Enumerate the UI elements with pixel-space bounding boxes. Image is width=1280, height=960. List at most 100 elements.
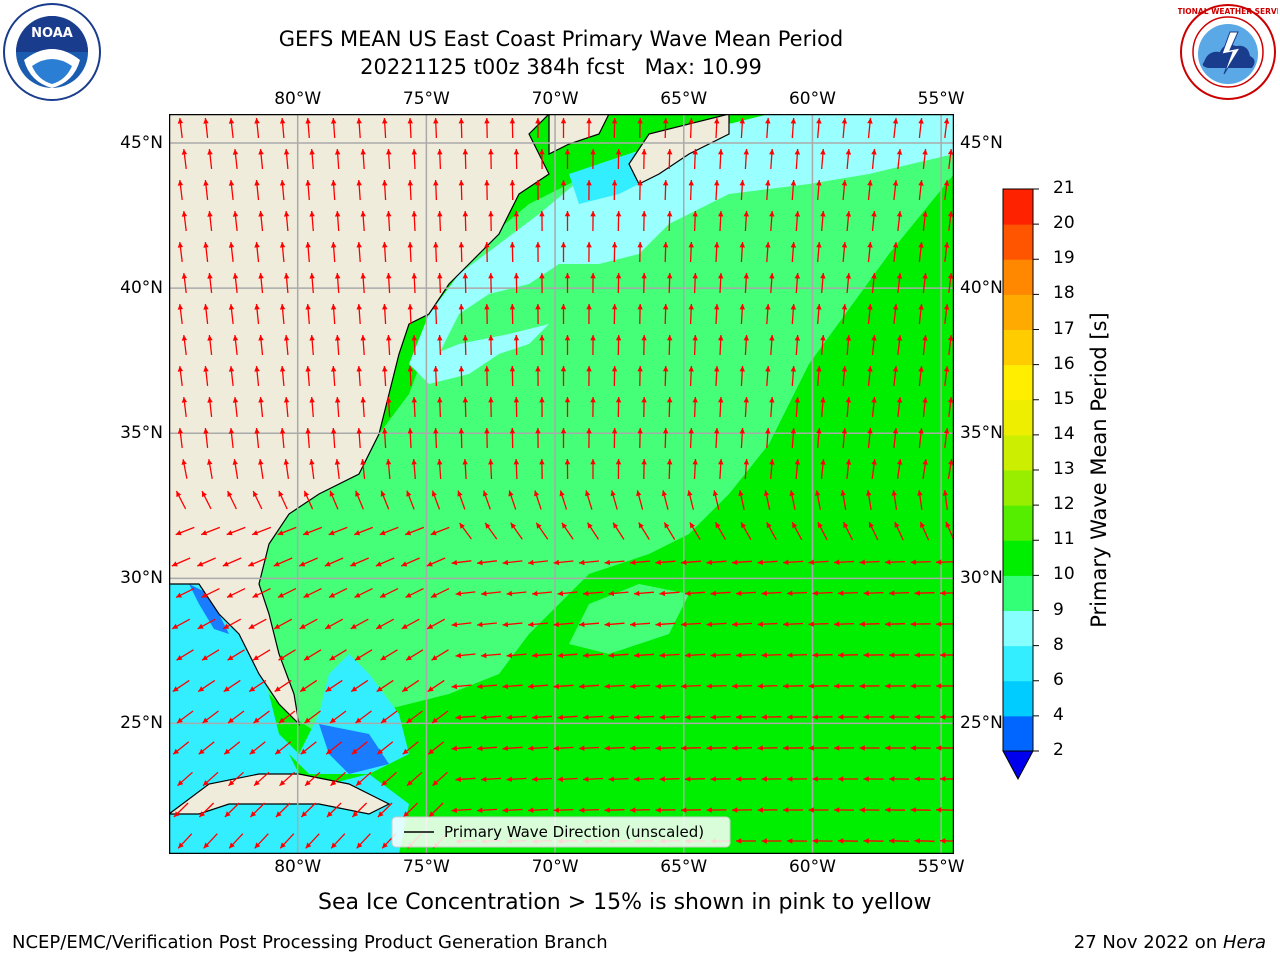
- wave-arrow: [892, 118, 899, 138]
- wave-arrow: [427, 741, 445, 755]
- wave-arrow: [407, 365, 413, 387]
- wave-arrow: [181, 211, 188, 231]
- wave-arrow: [564, 335, 571, 355]
- wave-arrow: [273, 618, 293, 630]
- wave-arrow: [731, 683, 753, 689]
- wave-arrow: [539, 210, 545, 232]
- wave-arrow: [738, 490, 745, 510]
- wave-arrow: [666, 458, 673, 480]
- wave-arrow: [714, 365, 720, 387]
- field-2-4-gulf: [189, 584, 229, 634]
- wave-arrow: [564, 273, 571, 293]
- wave-arrow: [939, 776, 954, 782]
- wave-arrow: [481, 590, 501, 597]
- wave-arrow: [917, 490, 923, 510]
- wave-arrow: [201, 490, 212, 510]
- wave-arrow: [462, 396, 469, 418]
- wave-arrow: [637, 117, 643, 139]
- wave-arrow: [382, 117, 388, 139]
- wave-arrow: [714, 117, 720, 139]
- wave-arrow: [641, 396, 647, 418]
- wave-arrow: [943, 304, 950, 324]
- wave-arrow: [885, 745, 905, 751]
- wave-arrow: [943, 242, 950, 262]
- nova-scotia-landmass: [628, 114, 730, 185]
- wave-arrow: [513, 396, 520, 418]
- wave-arrow: [406, 490, 415, 510]
- wave-arrow: [386, 396, 392, 418]
- wave-arrow: [692, 334, 698, 356]
- wave-arrow: [458, 427, 465, 449]
- wave-arrow: [910, 807, 931, 813]
- wave-arrow: [841, 427, 848, 449]
- wave-arrow: [833, 621, 855, 627]
- wave-arrow: [739, 427, 745, 449]
- wave-arrow: [203, 428, 209, 448]
- wave-arrow: [706, 621, 727, 627]
- lat-tick-label-right: 25°N: [960, 713, 1003, 734]
- colorbar-segment: [1003, 329, 1033, 366]
- wave-arrow: [735, 714, 757, 720]
- wave-arrow: [228, 428, 235, 448]
- wave-arrow: [692, 148, 698, 170]
- wave-arrow: [586, 241, 592, 263]
- wave-arrow: [910, 683, 931, 689]
- wave-arrow: [462, 334, 469, 356]
- wave-arrow: [197, 679, 216, 693]
- wave-arrow: [305, 833, 320, 849]
- wave-arrow: [527, 683, 549, 690]
- wave-arrow: [509, 365, 516, 387]
- wave-arrow: [604, 621, 625, 628]
- wave-arrow: [808, 807, 829, 813]
- wave-arrow: [324, 557, 344, 567]
- wave-arrow: [718, 272, 724, 294]
- wave-arrow: [274, 679, 292, 693]
- wave-arrow: [451, 559, 472, 566]
- wave-arrow: [790, 427, 797, 449]
- wave-arrow: [820, 396, 826, 418]
- wave-arrow: [426, 557, 446, 567]
- wave-arrow: [655, 745, 676, 751]
- wave-arrow: [502, 683, 523, 690]
- wave-arrow: [476, 683, 498, 690]
- wave-arrow: [910, 559, 931, 565]
- wave-arrow: [360, 272, 366, 294]
- wave-arrow: [845, 334, 852, 356]
- wave-arrow: [451, 683, 472, 690]
- wave-arrow: [578, 807, 600, 813]
- wave-arrow: [433, 365, 439, 387]
- lat-tick-label-left: 25°N: [120, 713, 163, 734]
- wave-arrow: [462, 210, 469, 232]
- wave-arrow: [731, 621, 753, 627]
- wave-arrow: [615, 334, 622, 356]
- wave-arrow: [283, 210, 290, 232]
- wave-arrow: [859, 683, 880, 689]
- wave-arrow: [360, 334, 366, 356]
- wave-arrow: [557, 652, 578, 659]
- wave-arrow: [535, 241, 541, 263]
- wave-arrow: [884, 683, 906, 689]
- wave-arrow: [232, 273, 239, 293]
- wave-arrow: [305, 241, 311, 263]
- wave-arrow: [304, 771, 321, 787]
- wave-arrow: [309, 210, 315, 232]
- wave-arrow: [582, 590, 604, 597]
- wave-arrow: [328, 526, 348, 536]
- wave-arrow: [560, 242, 567, 262]
- wave-arrow: [868, 521, 879, 541]
- wave-arrow: [232, 397, 239, 417]
- wave-arrow: [578, 745, 600, 751]
- wave-arrow: [896, 273, 903, 293]
- wave-arrow: [506, 714, 527, 721]
- colorbar-segment: [1003, 434, 1033, 471]
- lon-tick-label-top: 70°W: [531, 89, 579, 109]
- wave-arrow: [406, 771, 423, 787]
- colorbar-segment: [1003, 470, 1033, 506]
- wave-arrow: [382, 241, 388, 263]
- colorbar-level-label: 6: [1053, 669, 1064, 690]
- colorbar-level-label: 16: [1053, 353, 1075, 374]
- wave-arrow: [615, 396, 622, 418]
- wave-arrow: [892, 366, 899, 386]
- wave-arrow: [539, 458, 545, 480]
- wave-arrow: [405, 588, 424, 598]
